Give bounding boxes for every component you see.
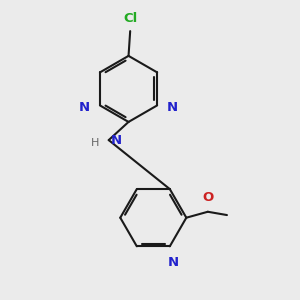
Text: N: N: [167, 100, 178, 114]
Text: N: N: [168, 256, 179, 269]
Text: N: N: [110, 134, 122, 147]
Text: Cl: Cl: [123, 12, 137, 25]
Text: H: H: [90, 138, 99, 148]
Text: N: N: [79, 100, 90, 114]
Text: O: O: [203, 191, 214, 205]
